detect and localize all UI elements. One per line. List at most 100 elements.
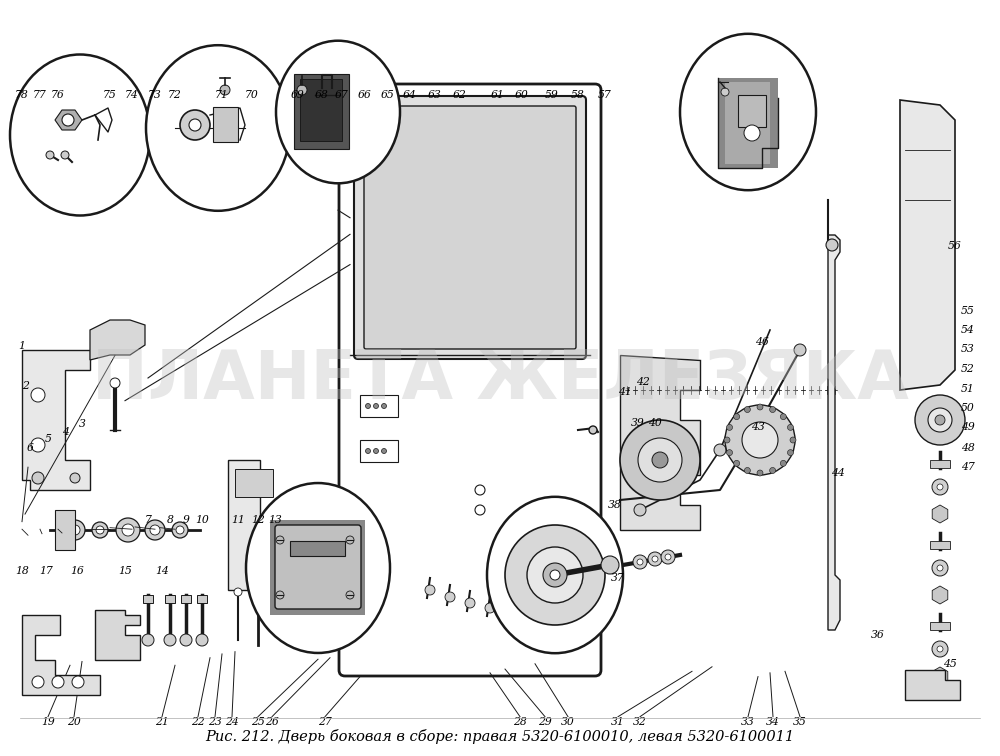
Circle shape	[366, 404, 370, 408]
Text: 32: 32	[633, 717, 647, 727]
Circle shape	[52, 676, 64, 688]
Circle shape	[189, 119, 201, 131]
Text: 2: 2	[22, 380, 28, 391]
Text: 33: 33	[741, 717, 755, 727]
Bar	[360, 440, 398, 462]
Text: 4: 4	[62, 426, 68, 437]
Circle shape	[744, 407, 750, 413]
Circle shape	[374, 404, 378, 408]
Circle shape	[425, 585, 435, 595]
Circle shape	[65, 520, 85, 540]
Circle shape	[72, 676, 84, 688]
Ellipse shape	[680, 34, 816, 191]
Text: 67: 67	[335, 89, 349, 100]
Circle shape	[780, 460, 786, 466]
Circle shape	[196, 634, 208, 646]
Polygon shape	[620, 355, 700, 530]
Circle shape	[346, 591, 354, 599]
Circle shape	[382, 448, 386, 454]
Text: 57: 57	[598, 89, 612, 100]
Text: 58: 58	[571, 89, 585, 100]
Circle shape	[589, 426, 597, 434]
Circle shape	[757, 404, 763, 410]
Text: 48: 48	[961, 442, 975, 453]
Circle shape	[70, 473, 80, 483]
Circle shape	[145, 520, 165, 540]
Bar	[181, 595, 191, 603]
Text: 3: 3	[79, 419, 85, 429]
Circle shape	[727, 424, 733, 430]
Text: 10: 10	[195, 515, 209, 525]
FancyBboxPatch shape	[354, 96, 586, 359]
Bar	[725, 82, 770, 164]
Ellipse shape	[276, 41, 400, 183]
Text: 24: 24	[225, 717, 239, 727]
Text: 13: 13	[268, 515, 282, 525]
Circle shape	[180, 634, 192, 646]
Circle shape	[757, 470, 763, 476]
Circle shape	[276, 536, 284, 544]
Circle shape	[744, 125, 760, 141]
Circle shape	[142, 634, 154, 646]
Text: 21: 21	[155, 717, 169, 727]
Circle shape	[620, 420, 700, 500]
Circle shape	[721, 88, 729, 96]
Text: 26: 26	[265, 717, 279, 727]
Polygon shape	[95, 610, 140, 660]
Polygon shape	[228, 460, 280, 590]
Bar	[270, 520, 365, 615]
Text: 61: 61	[491, 89, 505, 100]
Circle shape	[475, 505, 485, 515]
Circle shape	[935, 415, 945, 425]
Text: 38: 38	[608, 500, 622, 510]
Text: 52: 52	[961, 364, 975, 374]
Circle shape	[661, 550, 675, 564]
Bar	[930, 460, 950, 468]
Circle shape	[794, 344, 806, 356]
Circle shape	[527, 547, 583, 603]
Polygon shape	[900, 100, 955, 390]
Circle shape	[648, 552, 662, 566]
Text: 49: 49	[961, 422, 975, 432]
Circle shape	[780, 414, 786, 420]
Text: 35: 35	[793, 717, 807, 727]
Text: 31: 31	[611, 717, 625, 727]
Circle shape	[742, 422, 778, 458]
Circle shape	[172, 522, 188, 538]
Circle shape	[744, 467, 750, 473]
Text: 8: 8	[167, 515, 173, 525]
Bar	[738, 94, 766, 126]
Text: 20: 20	[67, 717, 81, 727]
Polygon shape	[90, 320, 145, 360]
Text: 42: 42	[636, 376, 650, 387]
Ellipse shape	[146, 45, 290, 211]
Text: 17: 17	[39, 565, 53, 576]
Text: 30: 30	[561, 717, 575, 727]
Text: 16: 16	[70, 565, 84, 576]
Circle shape	[297, 85, 307, 95]
Text: 37: 37	[611, 573, 625, 584]
Polygon shape	[55, 510, 75, 550]
Text: 77: 77	[33, 89, 47, 100]
Circle shape	[176, 526, 184, 534]
Circle shape	[485, 603, 495, 613]
Text: Рис. 212. Дверь боковая в сборе: правая 5320-6100010, левая 5320-6100011: Рис. 212. Дверь боковая в сборе: правая …	[205, 729, 795, 743]
Ellipse shape	[10, 54, 150, 215]
Text: 66: 66	[358, 89, 372, 100]
Polygon shape	[905, 670, 960, 700]
Circle shape	[770, 407, 776, 413]
Text: 68: 68	[315, 89, 329, 100]
Text: 14: 14	[155, 565, 169, 576]
Polygon shape	[828, 235, 840, 630]
Ellipse shape	[487, 497, 623, 653]
Circle shape	[734, 460, 740, 466]
Text: 5: 5	[45, 434, 51, 445]
Text: 50: 50	[961, 403, 975, 414]
Circle shape	[122, 524, 134, 536]
Text: 64: 64	[403, 89, 417, 100]
Circle shape	[550, 570, 560, 580]
Text: 27: 27	[318, 717, 332, 727]
Text: 74: 74	[125, 89, 139, 100]
Circle shape	[665, 554, 671, 560]
Circle shape	[180, 110, 210, 140]
